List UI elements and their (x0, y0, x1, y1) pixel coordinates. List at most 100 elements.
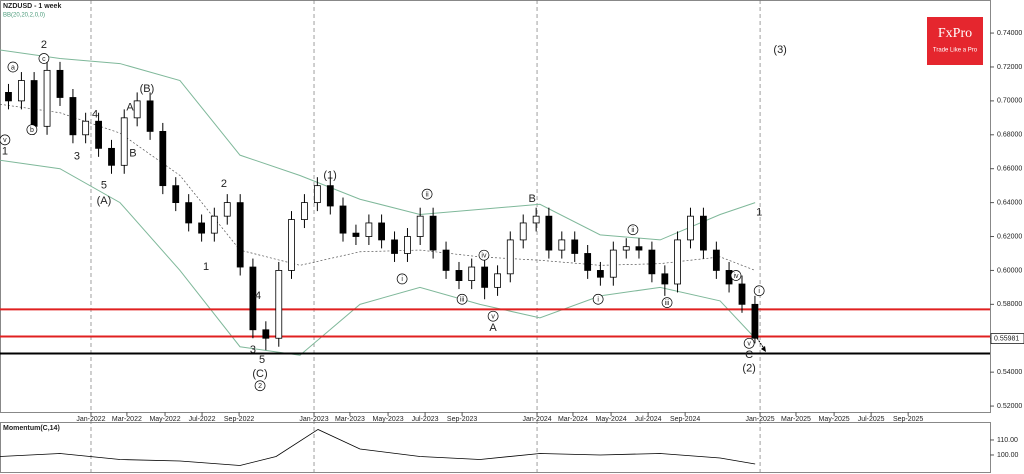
candle-body (198, 222, 206, 234)
candle-body (326, 185, 334, 207)
candle-body (558, 239, 566, 251)
candle-body (391, 239, 398, 254)
wave-label: 1 (2, 146, 8, 158)
wave-label: i (401, 276, 403, 283)
wave-label: i (597, 297, 599, 304)
candle-body (236, 202, 244, 268)
candle-body (506, 239, 514, 275)
wave-circle (730, 270, 742, 281)
chart-title: NZDUSD - 1 week (3, 3, 61, 10)
candle-body (275, 270, 283, 339)
x-tick-label: Mar-2024 (558, 416, 588, 423)
wave-label: iv (481, 253, 487, 260)
wave-circle (396, 273, 408, 285)
wave-circle (0, 134, 11, 146)
arrow-head (761, 346, 766, 352)
candle-body (365, 222, 373, 237)
y-tick-label: 0.62000 (997, 233, 1022, 240)
candle-body (120, 117, 128, 166)
wave-circle (487, 310, 499, 322)
candle-body (352, 232, 360, 237)
candle-body (18, 80, 25, 102)
candle-body (185, 202, 193, 224)
x-tick-label: Jan-2024 (522, 416, 551, 423)
candle-body (687, 215, 694, 241)
wave-label: (C) (252, 368, 267, 380)
indicator-label: BB(20,20,2,0,0) (3, 13, 45, 19)
x-tick-label: Jul-2022 (189, 416, 216, 423)
candle-body (69, 97, 77, 136)
x-tick-label: Jan-2022 (76, 416, 105, 423)
y-tick-label: 0.70000 (997, 98, 1022, 105)
candle-body (378, 222, 385, 241)
candle-body (146, 100, 154, 132)
candle-body (519, 222, 527, 241)
candle-body (481, 266, 489, 288)
candle-body (609, 249, 617, 278)
wave-circle (456, 293, 468, 305)
candle-body (700, 215, 707, 251)
wave-circle (421, 188, 433, 200)
candle-body (468, 266, 476, 282)
wave-circle (254, 380, 266, 392)
wave-circle (592, 293, 604, 305)
candle-body (674, 239, 681, 285)
wave-label: ii (631, 227, 635, 234)
wave-label: i (758, 288, 760, 295)
candle-body (584, 253, 592, 271)
wave-label: A (489, 322, 497, 334)
momentum-plot (0, 428, 756, 466)
y-tick-label: 0.68000 (997, 132, 1022, 139)
x-tick-label: Mar-2025 (781, 416, 811, 423)
wave-label: (B) (140, 83, 155, 95)
wave-label: 1 (203, 261, 209, 273)
wave-circle (7, 61, 19, 73)
wave-label: (3) (773, 44, 786, 56)
x-tick-label: Sep-2022 (224, 416, 254, 423)
candle-body (429, 215, 437, 251)
wave-label: v (491, 314, 495, 321)
logo-subtitle: Trade Like a Pro (933, 48, 978, 54)
wave-label: (2) (742, 363, 755, 375)
wave-circle (627, 224, 639, 236)
bollinger-lower (0, 159, 756, 356)
candle-body (133, 100, 141, 119)
candle-body (313, 185, 321, 204)
wave-label: B (129, 147, 136, 159)
wave-label: (A) (97, 195, 112, 207)
logo-title: FxPro (938, 26, 972, 41)
x-tick-label: May-2025 (819, 416, 850, 423)
candle-body (5, 92, 12, 102)
wave-label: A (126, 102, 134, 114)
candle-body (82, 120, 90, 136)
candle-body (249, 266, 257, 331)
candle-body (661, 273, 669, 285)
wave-label: 4 (92, 108, 98, 120)
wave-label: 3 (250, 344, 256, 356)
y-tick-label: 0.60000 (997, 267, 1022, 274)
candle-body (262, 329, 270, 339)
wave-label: 1 (756, 207, 762, 219)
wave-label: iii (460, 297, 465, 304)
wave-label: a (11, 64, 15, 71)
wave-label: iii (665, 300, 670, 307)
wave-label: 5 (101, 180, 107, 192)
y-tick-label: 0.52000 (997, 403, 1022, 410)
wave-label: 2 (41, 39, 47, 51)
x-tick-label: Jul-2023 (412, 416, 439, 423)
candle-body (455, 270, 463, 282)
candle-body (494, 273, 501, 288)
momentum-frame (0, 422, 991, 473)
candle-body (288, 219, 295, 271)
candle-body (210, 215, 218, 234)
wave-label: iv (733, 273, 739, 280)
candle-body (712, 249, 720, 271)
candle-body (532, 215, 540, 224)
wave-label: B (528, 193, 535, 205)
wave-circle (753, 285, 765, 297)
candle-body (108, 147, 115, 166)
candle-body (596, 270, 604, 278)
x-tick-label: May-2023 (372, 416, 403, 423)
wave-circle (38, 53, 50, 64)
